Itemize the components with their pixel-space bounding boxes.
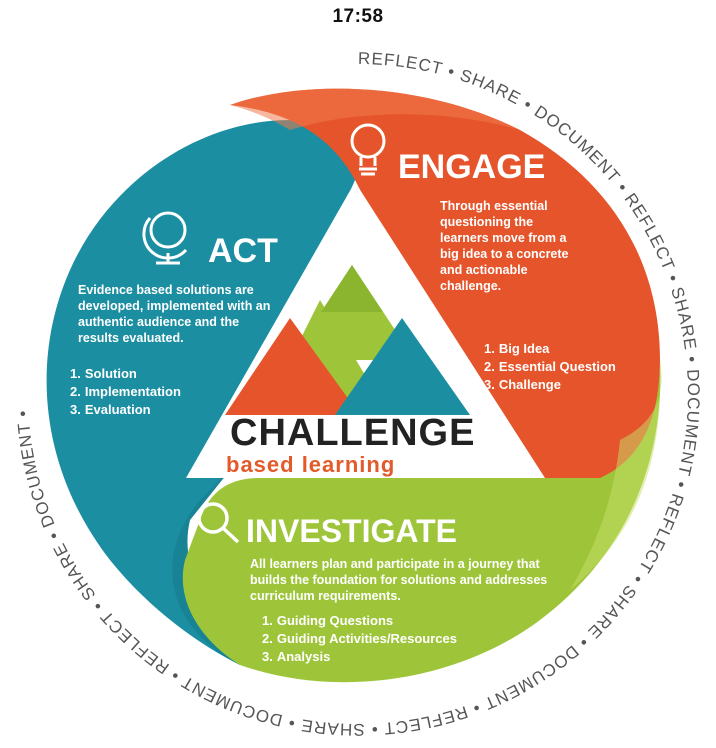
mountain-teal: [335, 318, 470, 415]
investigate-step: 1. Guiding Questions: [262, 613, 394, 628]
act-segment: [46, 120, 355, 665]
investigate-step: 3. Analysis: [262, 649, 331, 664]
investigate-steps: 1. Guiding Questions 2. Guiding Activities…: [262, 612, 457, 666]
investigate-step: 2. Guiding Activities/Resources: [262, 631, 457, 646]
engage-step: 2. Essential Question: [484, 359, 616, 374]
act-title: ACT: [208, 232, 278, 270]
globe-icon: [142, 211, 188, 265]
status-bar-time: 17:58: [332, 6, 384, 27]
lightbulb-icon: [350, 123, 386, 176]
magnifier-icon: [197, 502, 240, 544]
logo-title: CHALLENGE: [230, 412, 476, 454]
investigate-title: INVESTIGATE: [246, 513, 457, 549]
act-step: 1. Solution: [70, 366, 137, 381]
engage-step: 3. Challenge: [484, 377, 561, 392]
engage-step: 1. Big Idea: [484, 341, 550, 356]
act-step: 3. Evaluation: [70, 402, 151, 417]
engage-title: ENGAGE: [398, 148, 546, 186]
investigate-segment: [182, 360, 661, 683]
act-steps: 1. Solution 2. Implementation 3. Evaluation: [70, 365, 181, 419]
act-step: 2. Implementation: [70, 384, 181, 399]
engage-steps: 1. Big Idea 2. Essential Question 3. Challe…: [484, 340, 616, 394]
act-description: Evidence based solutions are developed, …: [78, 283, 271, 345]
mountain-orange: [225, 318, 360, 415]
engage-description: Through essential questioning the learne…: [440, 199, 569, 293]
engage-segment: [230, 88, 660, 480]
logo-subtitle: based learning: [226, 452, 396, 477]
investigate-description: All learners plan and participate in a j…: [250, 557, 548, 603]
